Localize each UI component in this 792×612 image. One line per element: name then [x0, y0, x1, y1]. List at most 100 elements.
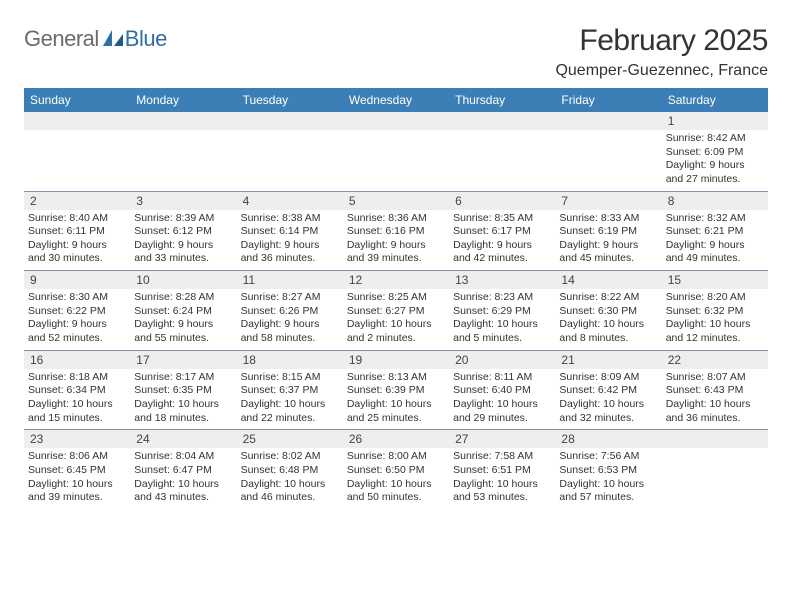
daylight-text: Daylight: 10 hours	[347, 478, 445, 492]
day-number: 21	[555, 351, 661, 369]
daylight-text: Daylight: 9 hours	[241, 239, 339, 253]
daylight-text: Daylight: 10 hours	[134, 398, 232, 412]
daylight-text: Daylight: 10 hours	[666, 398, 764, 412]
daylight-text: and 30 minutes.	[28, 252, 126, 266]
sunset-text: Sunset: 6:19 PM	[559, 225, 657, 239]
daylight-text: Daylight: 10 hours	[28, 478, 126, 492]
day-number: 7	[555, 192, 661, 210]
daylight-text: and 43 minutes.	[134, 491, 232, 505]
day-number: 11	[237, 271, 343, 289]
daylight-text: Daylight: 10 hours	[453, 398, 551, 412]
sunrise-text: Sunrise: 8:07 AM	[666, 371, 764, 385]
sunset-text: Sunset: 6:37 PM	[241, 384, 339, 398]
daylight-text: and 15 minutes.	[28, 412, 126, 426]
day-number: 19	[343, 351, 449, 369]
calendar-day	[662, 430, 768, 509]
day-number: 14	[555, 271, 661, 289]
calendar-day: 25Sunrise: 8:02 AMSunset: 6:48 PMDayligh…	[237, 430, 343, 509]
daylight-text: Daylight: 9 hours	[666, 239, 764, 253]
sunrise-text: Sunrise: 8:33 AM	[559, 212, 657, 226]
daylight-text: Daylight: 10 hours	[559, 478, 657, 492]
sunrise-text: Sunrise: 8:40 AM	[28, 212, 126, 226]
sunset-text: Sunset: 6:22 PM	[28, 305, 126, 319]
calendar-week: 9Sunrise: 8:30 AMSunset: 6:22 PMDaylight…	[24, 270, 768, 350]
calendar-day: 6Sunrise: 8:35 AMSunset: 6:17 PMDaylight…	[449, 192, 555, 271]
day-number: 25	[237, 430, 343, 448]
daylight-text: and 36 minutes.	[241, 252, 339, 266]
day-number	[130, 112, 236, 130]
sunrise-text: Sunrise: 8:22 AM	[559, 291, 657, 305]
day-number: 15	[662, 271, 768, 289]
calendar-day: 22Sunrise: 8:07 AMSunset: 6:43 PMDayligh…	[662, 351, 768, 430]
calendar-day: 11Sunrise: 8:27 AMSunset: 6:26 PMDayligh…	[237, 271, 343, 350]
page-header: General Blue February 2025 Quemper-Gueze…	[24, 24, 768, 80]
calendar-day: 19Sunrise: 8:13 AMSunset: 6:39 PMDayligh…	[343, 351, 449, 430]
daylight-text: and 5 minutes.	[453, 332, 551, 346]
logo: General Blue	[24, 26, 167, 52]
sunrise-text: Sunrise: 8:11 AM	[453, 371, 551, 385]
sunset-text: Sunset: 6:39 PM	[347, 384, 445, 398]
daylight-text: and 39 minutes.	[347, 252, 445, 266]
sunset-text: Sunset: 6:32 PM	[666, 305, 764, 319]
day-number: 18	[237, 351, 343, 369]
calendar-day: 23Sunrise: 8:06 AMSunset: 6:45 PMDayligh…	[24, 430, 130, 509]
daylight-text: and 53 minutes.	[453, 491, 551, 505]
calendar-day: 17Sunrise: 8:17 AMSunset: 6:35 PMDayligh…	[130, 351, 236, 430]
sunrise-text: Sunrise: 8:02 AM	[241, 450, 339, 464]
day-number: 5	[343, 192, 449, 210]
daylight-text: and 36 minutes.	[666, 412, 764, 426]
daylight-text: and 42 minutes.	[453, 252, 551, 266]
sunset-text: Sunset: 6:24 PM	[134, 305, 232, 319]
sunrise-text: Sunrise: 8:39 AM	[134, 212, 232, 226]
sunrise-text: Sunrise: 8:38 AM	[241, 212, 339, 226]
calendar-day: 15Sunrise: 8:20 AMSunset: 6:32 PMDayligh…	[662, 271, 768, 350]
day-number: 24	[130, 430, 236, 448]
sunrise-text: Sunrise: 8:23 AM	[453, 291, 551, 305]
weeks-container: 1Sunrise: 8:42 AMSunset: 6:09 PMDaylight…	[24, 112, 768, 509]
daylight-text: and 18 minutes.	[134, 412, 232, 426]
calendar: Sunday Monday Tuesday Wednesday Thursday…	[24, 88, 768, 509]
daylight-text: Daylight: 9 hours	[134, 318, 232, 332]
sunrise-text: Sunrise: 8:32 AM	[666, 212, 764, 226]
calendar-day: 24Sunrise: 8:04 AMSunset: 6:47 PMDayligh…	[130, 430, 236, 509]
daylight-text: and 57 minutes.	[559, 491, 657, 505]
calendar-day: 16Sunrise: 8:18 AMSunset: 6:34 PMDayligh…	[24, 351, 130, 430]
day-number: 13	[449, 271, 555, 289]
daylight-text: and 29 minutes.	[453, 412, 551, 426]
calendar-day: 20Sunrise: 8:11 AMSunset: 6:40 PMDayligh…	[449, 351, 555, 430]
weekday-header: Monday	[130, 88, 236, 112]
daylight-text: and 33 minutes.	[134, 252, 232, 266]
day-number: 3	[130, 192, 236, 210]
daylight-text: Daylight: 10 hours	[28, 398, 126, 412]
daylight-text: Daylight: 10 hours	[347, 398, 445, 412]
weekday-header: Wednesday	[343, 88, 449, 112]
daylight-text: and 12 minutes.	[666, 332, 764, 346]
sunset-text: Sunset: 6:27 PM	[347, 305, 445, 319]
calendar-day: 10Sunrise: 8:28 AMSunset: 6:24 PMDayligh…	[130, 271, 236, 350]
daylight-text: Daylight: 9 hours	[241, 318, 339, 332]
sunset-text: Sunset: 6:11 PM	[28, 225, 126, 239]
sunrise-text: Sunrise: 8:17 AM	[134, 371, 232, 385]
sunset-text: Sunset: 6:35 PM	[134, 384, 232, 398]
calendar-day: 8Sunrise: 8:32 AMSunset: 6:21 PMDaylight…	[662, 192, 768, 271]
sunset-text: Sunset: 6:51 PM	[453, 464, 551, 478]
daylight-text: Daylight: 10 hours	[241, 398, 339, 412]
daylight-text: Daylight: 10 hours	[453, 318, 551, 332]
calendar-day: 18Sunrise: 8:15 AMSunset: 6:37 PMDayligh…	[237, 351, 343, 430]
logo-text-blue: Blue	[125, 26, 167, 52]
daylight-text: Daylight: 9 hours	[28, 318, 126, 332]
day-number: 10	[130, 271, 236, 289]
sunset-text: Sunset: 6:34 PM	[28, 384, 126, 398]
day-number	[237, 112, 343, 130]
logo-sail-icon	[103, 30, 123, 46]
sunset-text: Sunset: 6:53 PM	[559, 464, 657, 478]
weekday-header: Saturday	[662, 88, 768, 112]
daylight-text: and 46 minutes.	[241, 491, 339, 505]
sunset-text: Sunset: 6:40 PM	[453, 384, 551, 398]
sunset-text: Sunset: 6:47 PM	[134, 464, 232, 478]
sunset-text: Sunset: 6:42 PM	[559, 384, 657, 398]
calendar-day: 9Sunrise: 8:30 AMSunset: 6:22 PMDaylight…	[24, 271, 130, 350]
daylight-text: and 49 minutes.	[666, 252, 764, 266]
weekday-header: Thursday	[449, 88, 555, 112]
day-number	[343, 112, 449, 130]
